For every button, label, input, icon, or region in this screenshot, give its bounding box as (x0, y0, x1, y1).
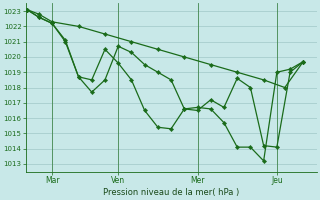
X-axis label: Pression niveau de la mer( hPa ): Pression niveau de la mer( hPa ) (103, 188, 239, 197)
